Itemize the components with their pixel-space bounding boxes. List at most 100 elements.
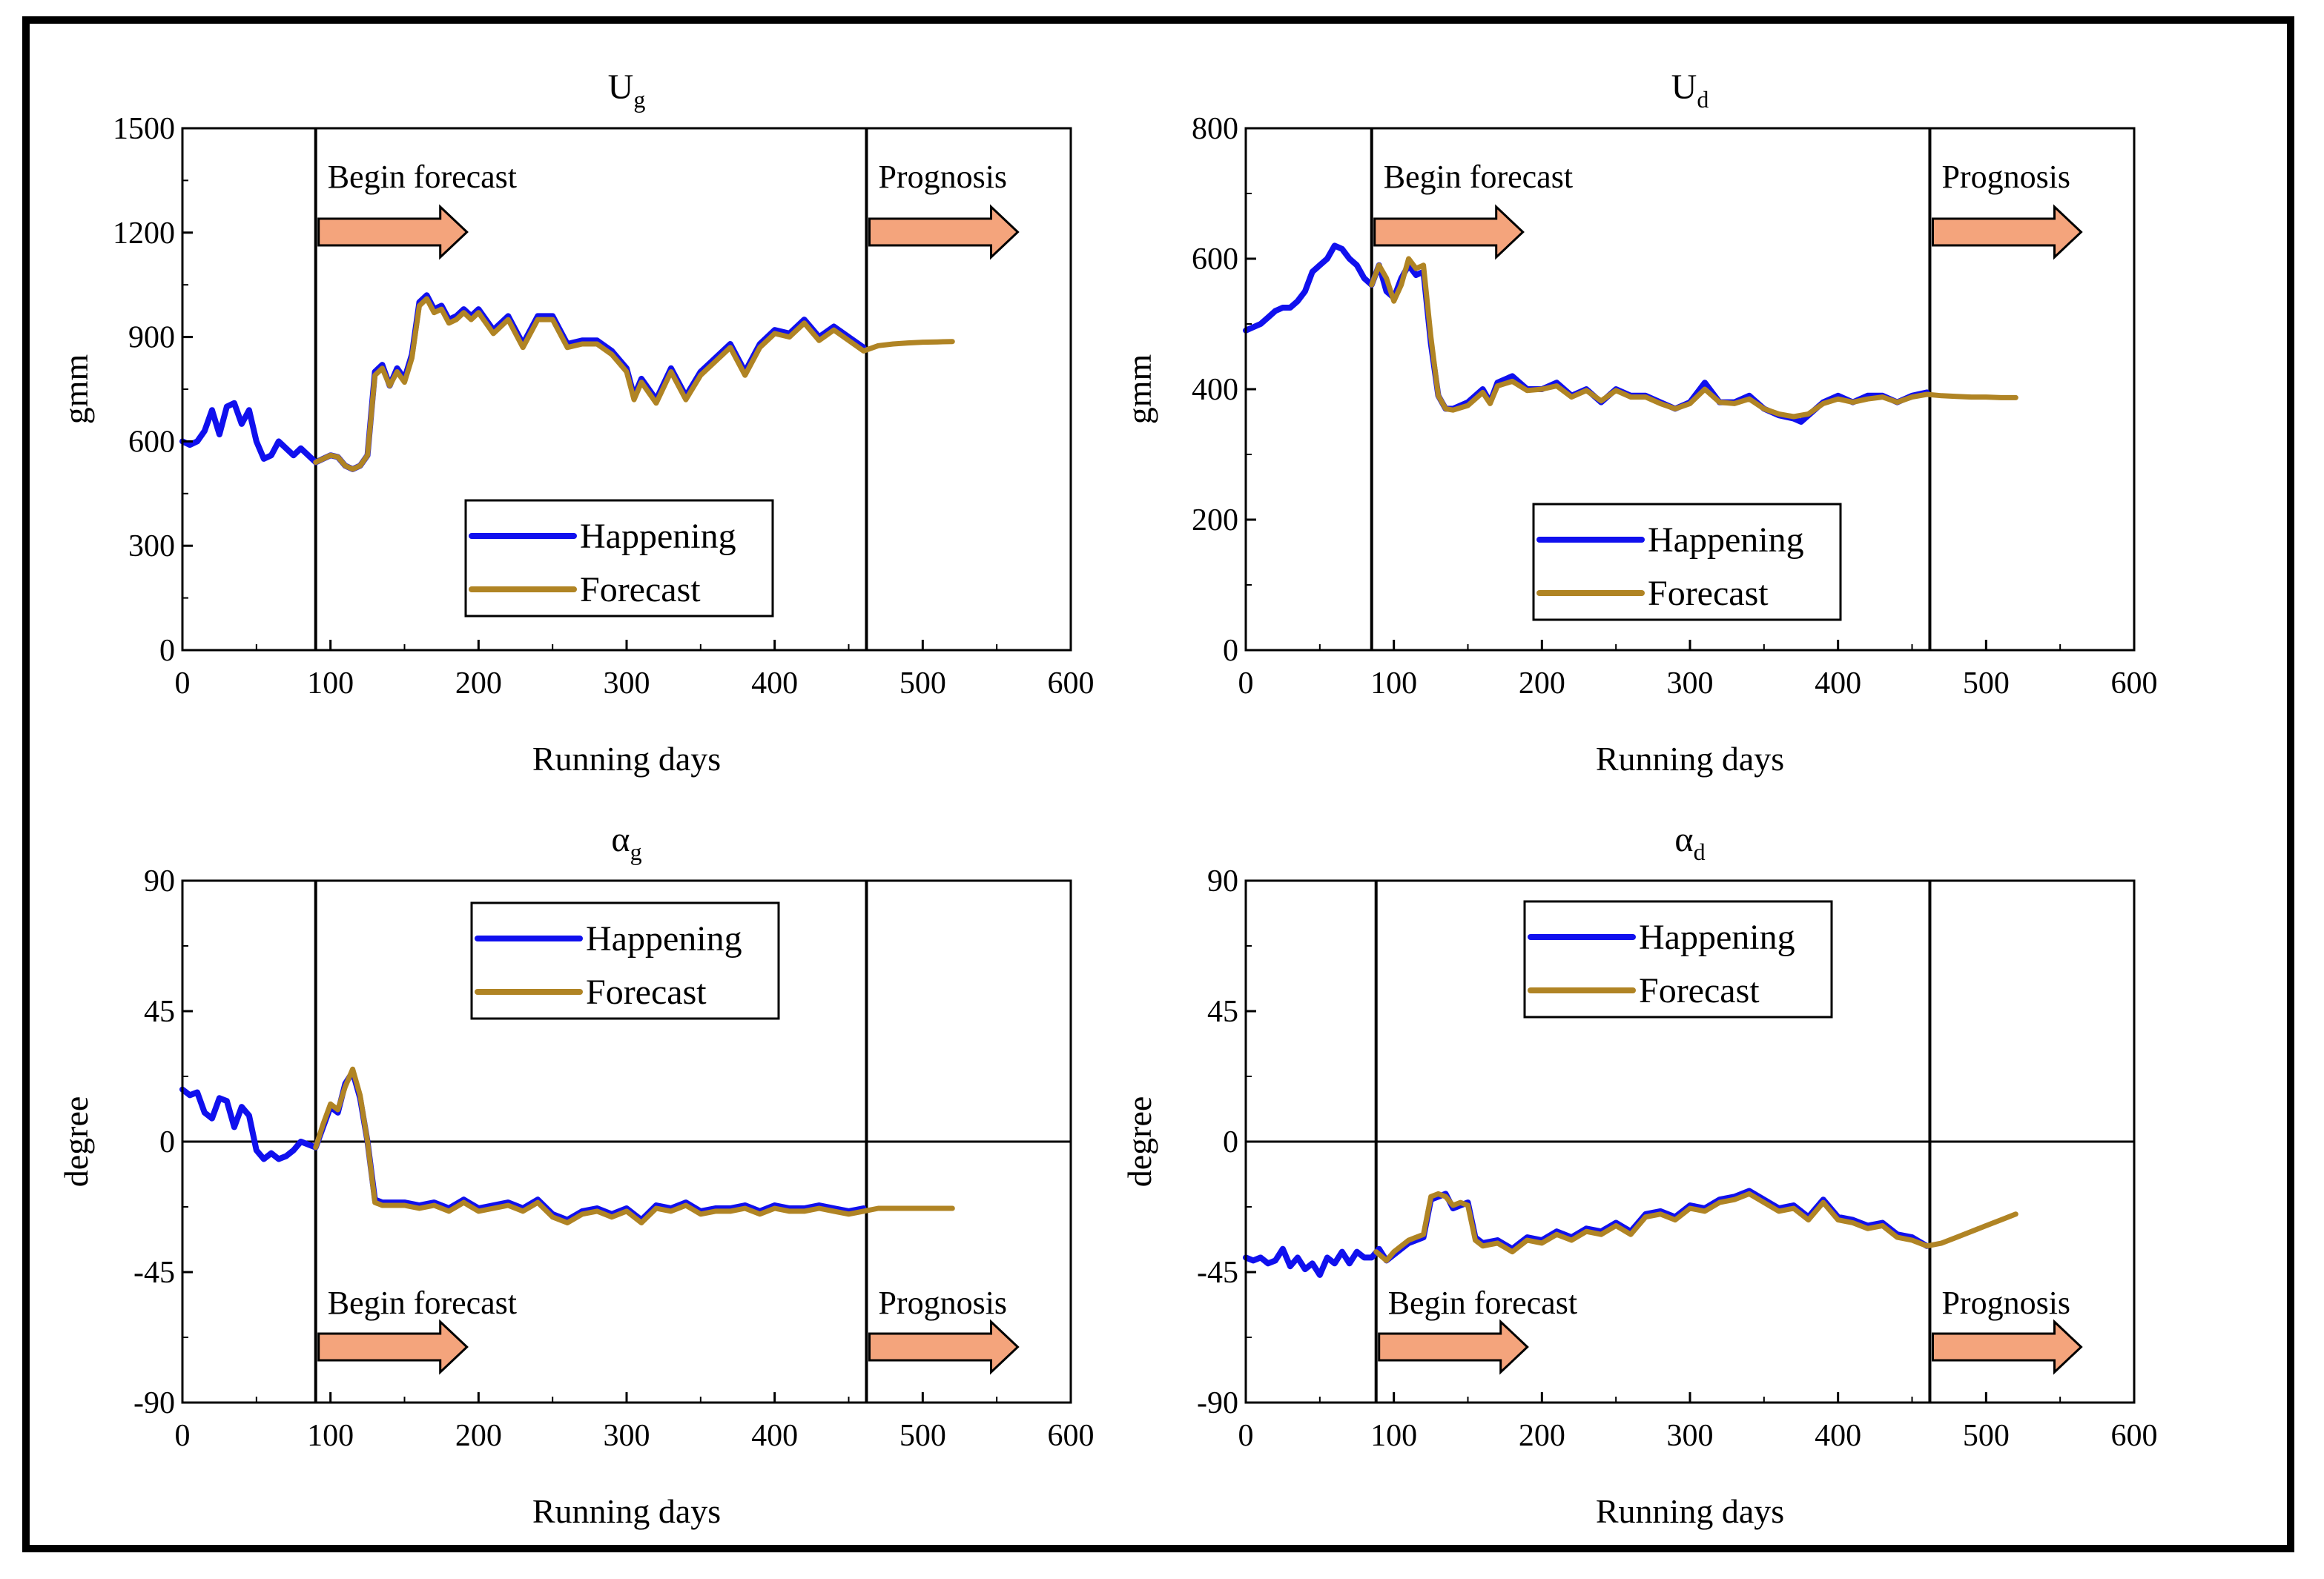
y-axis-label: gmm <box>57 354 95 425</box>
y-axis-label: degree <box>57 1096 95 1188</box>
x-tick-label: 400 <box>1815 666 1861 701</box>
prognosis-arrow <box>1932 1319 2083 1375</box>
y-tick-label: -45 <box>133 1256 175 1290</box>
x-tick-label: 600 <box>2111 666 2158 701</box>
legend-label-forecast: Forecast <box>1648 574 1769 613</box>
chart-title-subscript: d <box>1697 86 1709 113</box>
legend: Happening Forecast <box>470 901 780 1020</box>
chart-title: αd <box>1674 820 1705 865</box>
y-tick-label: 45 <box>1207 995 1238 1029</box>
y-tick-label: 600 <box>128 425 175 459</box>
series-line-happening <box>1243 242 1930 425</box>
y-tick-label: 300 <box>128 529 175 563</box>
x-tick-label: 100 <box>1370 1419 1417 1453</box>
legend-label-happening: Happening <box>1648 520 1804 560</box>
x-tick-label: 300 <box>1667 666 1714 701</box>
chart-title: Ud <box>1671 67 1709 113</box>
y-tick-label: 1200 <box>113 216 175 251</box>
legend: Happening Forecast <box>464 499 774 618</box>
prognosis-arrow <box>1932 204 2083 260</box>
x-tick-label: 200 <box>455 1419 502 1453</box>
x-tick-label: 100 <box>307 666 354 701</box>
begin-forecast-label: Begin forecast <box>328 159 517 195</box>
y-tick-label: 200 <box>1192 503 1238 537</box>
x-tick-label: 0 <box>175 666 191 701</box>
x-axis-label: Running days <box>532 740 721 778</box>
y-tick-label: 800 <box>1192 112 1238 146</box>
chart-title-main: α <box>1674 820 1693 859</box>
x-axis-label: Running days <box>1596 1492 1784 1530</box>
x-tick-label: 500 <box>1963 1419 2010 1453</box>
begin-forecast-arrow <box>1378 1319 1529 1375</box>
y-tick-label: -45 <box>1197 1256 1238 1290</box>
x-tick-label: 600 <box>1048 666 1095 701</box>
x-tick-label: 500 <box>899 666 946 701</box>
y-tick-label: 90 <box>144 864 175 898</box>
x-tick-label: 400 <box>1815 1419 1861 1453</box>
series-line-forecast <box>313 296 955 472</box>
y-tick-label: 900 <box>128 321 175 355</box>
series-line-happening <box>179 1069 867 1223</box>
chart-title: Ug <box>608 67 646 113</box>
x-tick-label: 400 <box>751 666 798 701</box>
x-tick-label: 600 <box>1048 1419 1095 1453</box>
begin-forecast-arrow <box>317 1319 469 1375</box>
legend-label-forecast: Forecast <box>586 973 707 1012</box>
chart-panel-4: αd 0 100 200 300 400 500 600 -90 -45 0 45 90 Running … <box>1120 820 2158 1530</box>
prognosis-label: Prognosis <box>1941 1285 2070 1321</box>
y-tick-label: 1500 <box>113 112 175 146</box>
x-tick-label: 200 <box>455 666 502 701</box>
x-axis-label: Running days <box>1596 740 1784 778</box>
chart-title-main: α <box>611 820 630 859</box>
chart-panel-2: Ud 0 100 200 300 400 500 600 0 200 400 600 800 Runnin… <box>1120 67 2158 778</box>
legend-box <box>464 499 774 618</box>
series-line-forecast <box>1369 256 2018 420</box>
y-tick-label: 90 <box>1207 864 1238 898</box>
x-tick-label: 500 <box>1963 666 2010 701</box>
x-tick-label: 0 <box>1238 666 1254 701</box>
x-tick-label: 300 <box>604 666 650 701</box>
chart-title-subscript: d <box>1694 838 1706 865</box>
begin-forecast-label: Begin forecast <box>1388 1285 1577 1321</box>
y-tick-label: 0 <box>1223 1125 1238 1159</box>
x-tick-label: 200 <box>1519 666 1565 701</box>
chart-title-subscript: g <box>633 86 645 113</box>
legend-label-forecast: Forecast <box>1639 971 1760 1010</box>
x-tick-label: 200 <box>1519 1419 1565 1453</box>
y-tick-label: -90 <box>133 1386 175 1420</box>
series-line-happening <box>179 292 867 472</box>
figure-frame <box>22 16 2294 1552</box>
prognosis-arrow <box>868 1319 1020 1375</box>
y-tick-label: -90 <box>1197 1386 1238 1420</box>
x-tick-label: 600 <box>2111 1419 2158 1453</box>
y-tick-label: 45 <box>144 995 175 1029</box>
x-tick-label: 400 <box>751 1419 798 1453</box>
chart-title-subscript: g <box>630 838 642 865</box>
series-line-forecast <box>313 1066 955 1225</box>
legend-box <box>1523 900 1833 1019</box>
x-tick-label: 0 <box>175 1419 191 1453</box>
chart-title-main: U <box>608 67 634 107</box>
y-tick-label: 400 <box>1192 373 1238 407</box>
legend: Happening Forecast <box>1523 900 1833 1019</box>
legend-label-happening: Happening <box>580 517 736 556</box>
y-tick-label: 600 <box>1192 242 1238 277</box>
series-line-forecast <box>1373 1191 2018 1263</box>
y-axis-label: gmm <box>1120 354 1158 425</box>
x-tick-label: 100 <box>1370 666 1417 701</box>
legend-label-happening: Happening <box>1639 918 1795 957</box>
y-tick-label: 0 <box>159 634 175 668</box>
chart-panel-1: Ug 0 100 200 300 400 500 600 0 300 600 900 1200 1500 R… <box>57 67 1095 778</box>
chart-title: αg <box>611 820 641 865</box>
chart-panel-3: αg 0 100 200 300 400 500 600 -90 -45 0 45 90 Running … <box>57 820 1095 1530</box>
x-tick-label: 300 <box>1667 1419 1714 1453</box>
legend-label-forecast: Forecast <box>580 570 701 609</box>
x-tick-label: 100 <box>307 1419 354 1453</box>
legend: Happening Forecast <box>1532 503 1842 621</box>
x-axis-label: Running days <box>532 1492 721 1530</box>
prognosis-label: Prognosis <box>878 1285 1007 1321</box>
prognosis-label: Prognosis <box>1941 159 2070 195</box>
legend-box <box>1532 503 1842 621</box>
chart-title-main: U <box>1671 67 1697 107</box>
